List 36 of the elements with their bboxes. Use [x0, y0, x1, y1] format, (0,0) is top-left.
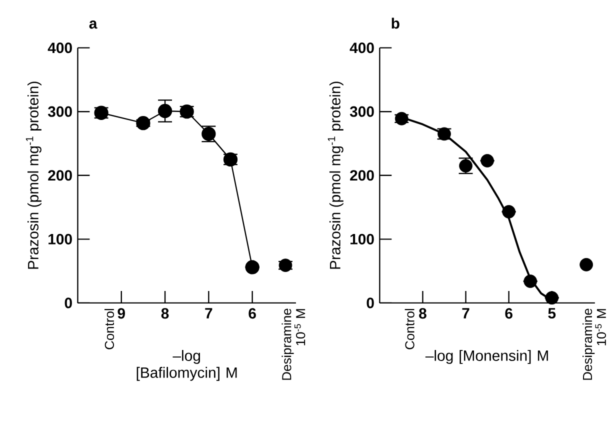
y-tick-label: 0 — [366, 298, 374, 308]
point — [480, 154, 494, 168]
y-tick-label: 200 — [48, 170, 72, 181]
y-tick-label: 100 — [350, 234, 374, 245]
x-tick-label: 7 — [462, 308, 470, 319]
x-tick-label: 6 — [248, 308, 256, 319]
point — [136, 116, 150, 130]
y-tick-label: 0 — [64, 298, 72, 308]
x-tick-label: 9 — [118, 308, 125, 319]
y-tick-label: 400 — [350, 42, 374, 54]
point — [278, 258, 292, 272]
y-tick-label: 400 — [48, 42, 72, 54]
x-axis-title: –log [Bafilomycin] M — [136, 350, 237, 382]
text: Control — [104, 309, 114, 350]
x-tick-label: 8 — [161, 308, 169, 319]
point — [245, 260, 260, 275]
y-tick-label: 200 — [350, 170, 374, 181]
x-tick-label: 7 — [205, 308, 212, 319]
x-tick-label: 8 — [419, 308, 426, 319]
point — [158, 104, 172, 118]
chart-title: a — [89, 20, 98, 29]
text: Control — [404, 309, 414, 350]
point — [580, 258, 593, 272]
x-tick-label: 6 — [505, 308, 512, 319]
point — [394, 112, 408, 126]
chart-title: b — [392, 18, 400, 29]
y-axis-title: Prazosin (pmol mg$^{-1}$ protein) — [328, 82, 344, 270]
y-tick-label: 300 — [350, 106, 374, 118]
point — [524, 274, 538, 288]
point — [545, 291, 559, 305]
y-axis-title: Prazosin (pmol mg$^{-1}$ protein) — [26, 82, 42, 270]
x-axis-title: –log [Monensin] M — [425, 350, 548, 364]
y-tick-label: 300 — [48, 106, 72, 118]
x-tick-label: 5 — [548, 308, 556, 319]
y-tick-label: 100 — [48, 234, 72, 245]
point — [502, 205, 516, 219]
